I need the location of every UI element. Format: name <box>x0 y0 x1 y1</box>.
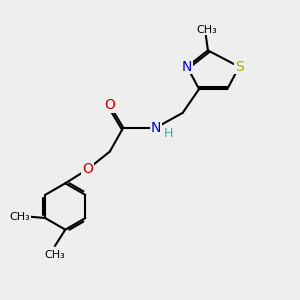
Text: CH₃: CH₃ <box>196 25 217 34</box>
Text: N: N <box>182 60 192 74</box>
Text: O: O <box>104 98 115 112</box>
Text: CH₃: CH₃ <box>44 250 65 260</box>
Text: H: H <box>164 127 173 140</box>
Text: S: S <box>235 60 244 74</box>
Text: N: N <box>151 121 161 135</box>
Text: CH₃: CH₃ <box>10 212 30 222</box>
Text: O: O <box>82 162 93 176</box>
